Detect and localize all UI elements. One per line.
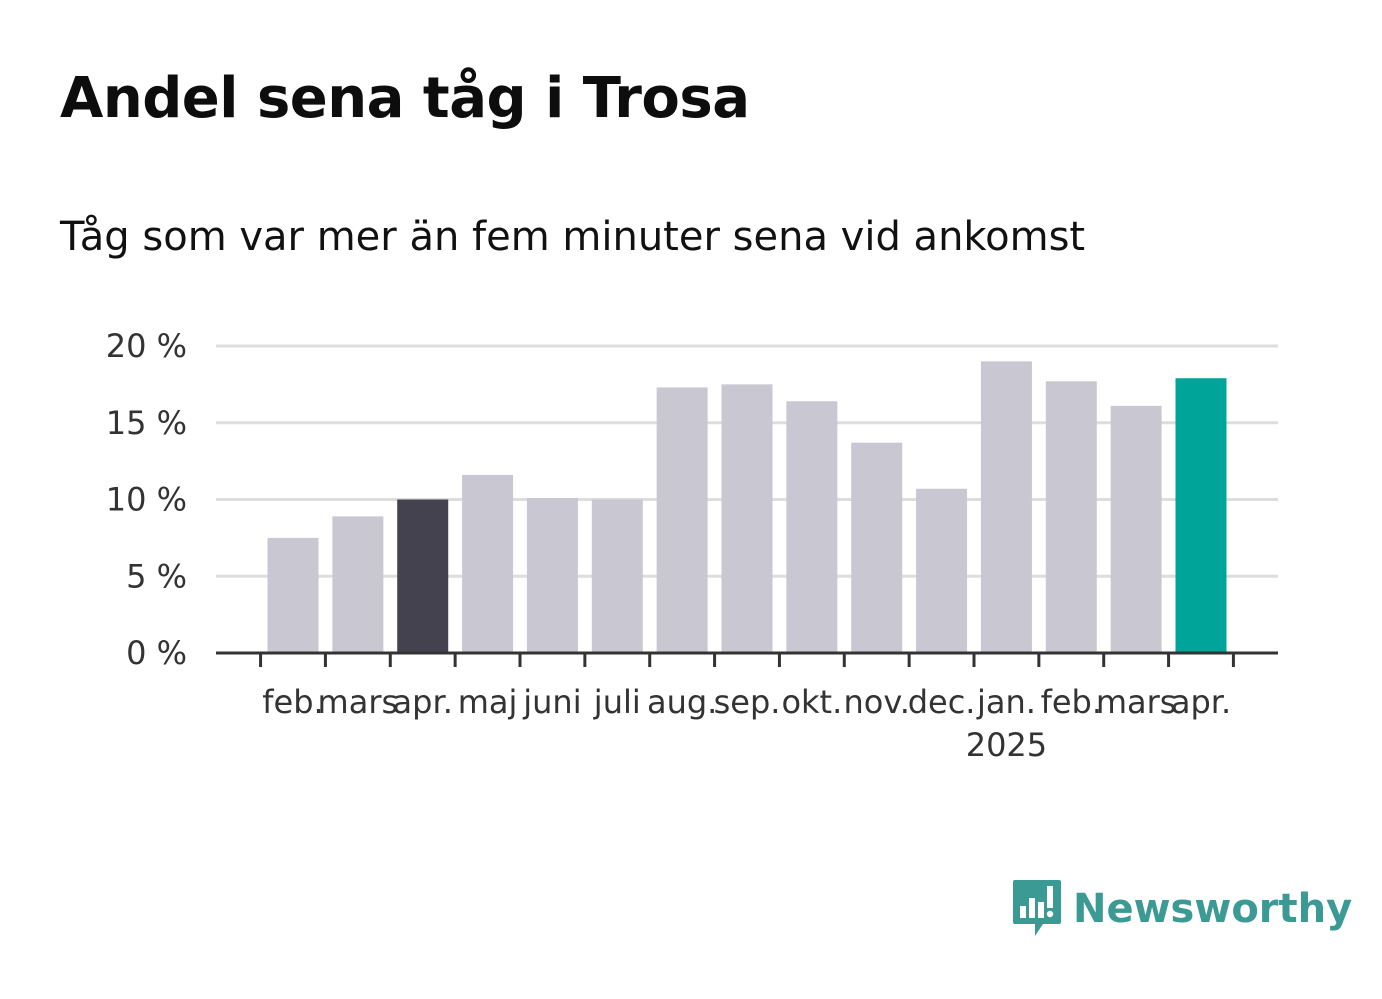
bar (656, 387, 708, 653)
x-tick-label: feb. (262, 683, 323, 721)
bar (332, 516, 384, 653)
x-tick-label: okt. (781, 683, 842, 721)
x-tick-label: mars (318, 683, 399, 721)
x-tick-label: apr. (393, 683, 453, 721)
bar (851, 442, 903, 653)
y-tick-label: 5 % (126, 557, 187, 595)
logo-text: Newsworthy (1073, 886, 1353, 932)
x-axis (216, 651, 1278, 667)
x-tick-label: sep. (714, 683, 781, 721)
bar (1045, 381, 1097, 653)
x-tick-label: aug. (647, 683, 717, 721)
y-tick-label: 10 % (106, 481, 187, 519)
x-tick-label: dec. (908, 683, 976, 721)
x-tick-label: apr. (1171, 683, 1231, 721)
y-tick-label: 0 % (126, 634, 187, 672)
bar (980, 361, 1032, 653)
bar (1110, 405, 1162, 653)
y-axis-labels: 0 % 5 % 10 % 15 % 20 % (106, 327, 187, 672)
x-tick-year-label: 2025 (966, 726, 1047, 764)
bars (267, 361, 1227, 653)
x-tick-label: mars (1096, 683, 1177, 721)
x-tick-label: juli (593, 683, 641, 721)
chart-subtitle: Tåg som var mer än fem minuter sena vid … (60, 214, 1086, 260)
bar (1175, 378, 1227, 653)
bar (591, 499, 643, 653)
y-tick-label: 15 % (106, 404, 187, 442)
bar-chart-speech-bubble-icon (1013, 880, 1061, 936)
x-tick-label: juni (522, 683, 581, 721)
bar (916, 488, 968, 653)
x-tick-label: maj (458, 683, 518, 721)
y-tick-label: 20 % (106, 327, 187, 365)
bar (786, 401, 838, 653)
newsworthy-logo: Newsworthy (1011, 878, 1352, 940)
bar (462, 474, 514, 653)
bar (267, 537, 319, 653)
x-tick-label: jan. (976, 683, 1036, 721)
bar (397, 499, 449, 653)
bar (526, 497, 578, 653)
bar (721, 384, 773, 653)
x-tick-label: feb. (1041, 683, 1102, 721)
chart-title: Andel sena tåg i Trosa (60, 66, 750, 131)
x-tick-label: nov. (843, 683, 909, 721)
